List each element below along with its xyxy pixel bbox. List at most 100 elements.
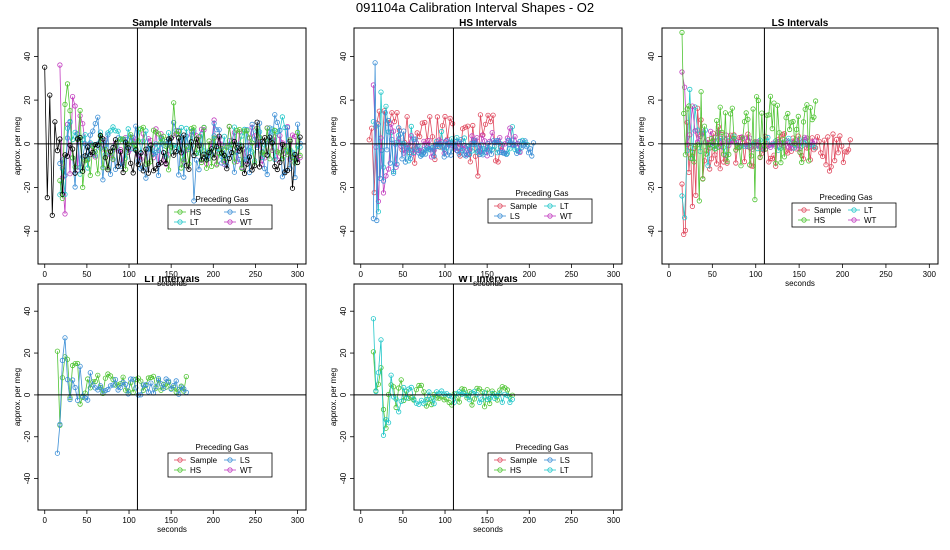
x-tick-label: 250 [565, 270, 579, 279]
data-point [418, 397, 425, 403]
data-point [100, 165, 106, 171]
data-point [70, 377, 76, 383]
data-point [492, 395, 498, 402]
data-point [244, 161, 250, 167]
data-point [176, 135, 182, 141]
data-point [140, 124, 146, 130]
data-point [378, 337, 384, 343]
data-point [774, 102, 780, 108]
data-point [201, 124, 207, 131]
data-point [102, 388, 109, 394]
data-point [133, 123, 139, 129]
data-point [807, 105, 813, 111]
data-point [469, 133, 475, 139]
data-point [64, 377, 71, 383]
data-point [77, 401, 83, 407]
data-point [380, 406, 387, 413]
data-point [529, 153, 535, 159]
data-point [401, 384, 407, 391]
data-point [507, 141, 513, 148]
data-point [806, 158, 812, 164]
data-point [426, 389, 432, 395]
data-point [384, 147, 390, 153]
legend-box [167, 204, 273, 230]
data-point [833, 136, 840, 143]
data-point [419, 152, 425, 158]
data-point [49, 212, 55, 218]
series-hs [679, 29, 819, 204]
legend-entry-lt: LT [560, 202, 569, 211]
plot-area [679, 29, 853, 237]
data-point [249, 167, 255, 173]
data-point [487, 119, 494, 125]
data-point [231, 169, 237, 175]
data-point [77, 107, 83, 114]
data-point [469, 402, 475, 408]
legend-swatch-marker [177, 219, 183, 225]
data-point [396, 125, 402, 131]
data-point [717, 166, 723, 172]
y-tick-label: 20 [23, 348, 32, 357]
data-point [62, 335, 68, 341]
data-point [391, 384, 397, 390]
data-point [125, 391, 131, 397]
data-point [423, 396, 430, 403]
data-point [785, 110, 791, 117]
data-point [484, 396, 490, 402]
data-point [211, 117, 217, 123]
data-point [128, 376, 134, 382]
y-tick-label: -40 [339, 472, 348, 484]
data-point [166, 167, 172, 173]
data-point [80, 184, 86, 190]
data-point [90, 382, 96, 388]
data-point [267, 134, 273, 140]
data-point [705, 163, 711, 169]
data-point [262, 166, 268, 172]
data-point [396, 385, 402, 391]
data-point [748, 153, 755, 159]
data-point [722, 110, 729, 116]
data-point [698, 89, 704, 95]
legend-swatch-marker [497, 213, 503, 219]
data-point [840, 159, 846, 165]
data-point [57, 62, 63, 68]
data-point [145, 375, 151, 381]
data-point [388, 372, 394, 378]
data-point [107, 373, 114, 379]
data-point [249, 140, 255, 146]
data-point [394, 161, 400, 167]
data-point [708, 156, 715, 162]
data-point [502, 391, 508, 397]
data-point [67, 108, 73, 114]
data-point [796, 146, 802, 152]
data-point [801, 134, 807, 140]
data-point [741, 135, 748, 141]
data-point [380, 432, 387, 438]
data-point [386, 420, 392, 426]
data-point [391, 119, 398, 125]
data-point [161, 133, 167, 139]
data-point [766, 112, 772, 118]
data-point [750, 106, 756, 112]
data-point [292, 151, 298, 158]
x-tick-label: 0 [359, 516, 364, 525]
data-point [75, 397, 81, 403]
data-point [728, 111, 734, 117]
data-point [479, 389, 485, 395]
chart-title: LS Intervals [772, 18, 829, 29]
data-point [423, 151, 429, 157]
x-tick-label: 250 [879, 270, 893, 279]
data-point [292, 174, 298, 181]
data-point [431, 153, 437, 159]
data-point [749, 146, 755, 152]
data-point [171, 100, 177, 106]
data-point [254, 144, 260, 150]
data-point [787, 126, 793, 133]
data-point [297, 134, 303, 140]
y-axis-label: approx. per meg [329, 117, 338, 175]
data-point [500, 150, 506, 156]
x-tick-label: 200 [523, 270, 537, 279]
data-point [444, 152, 451, 158]
legend-entry-ls: LS [240, 208, 250, 217]
legend-entry-wt: WT [240, 218, 253, 227]
